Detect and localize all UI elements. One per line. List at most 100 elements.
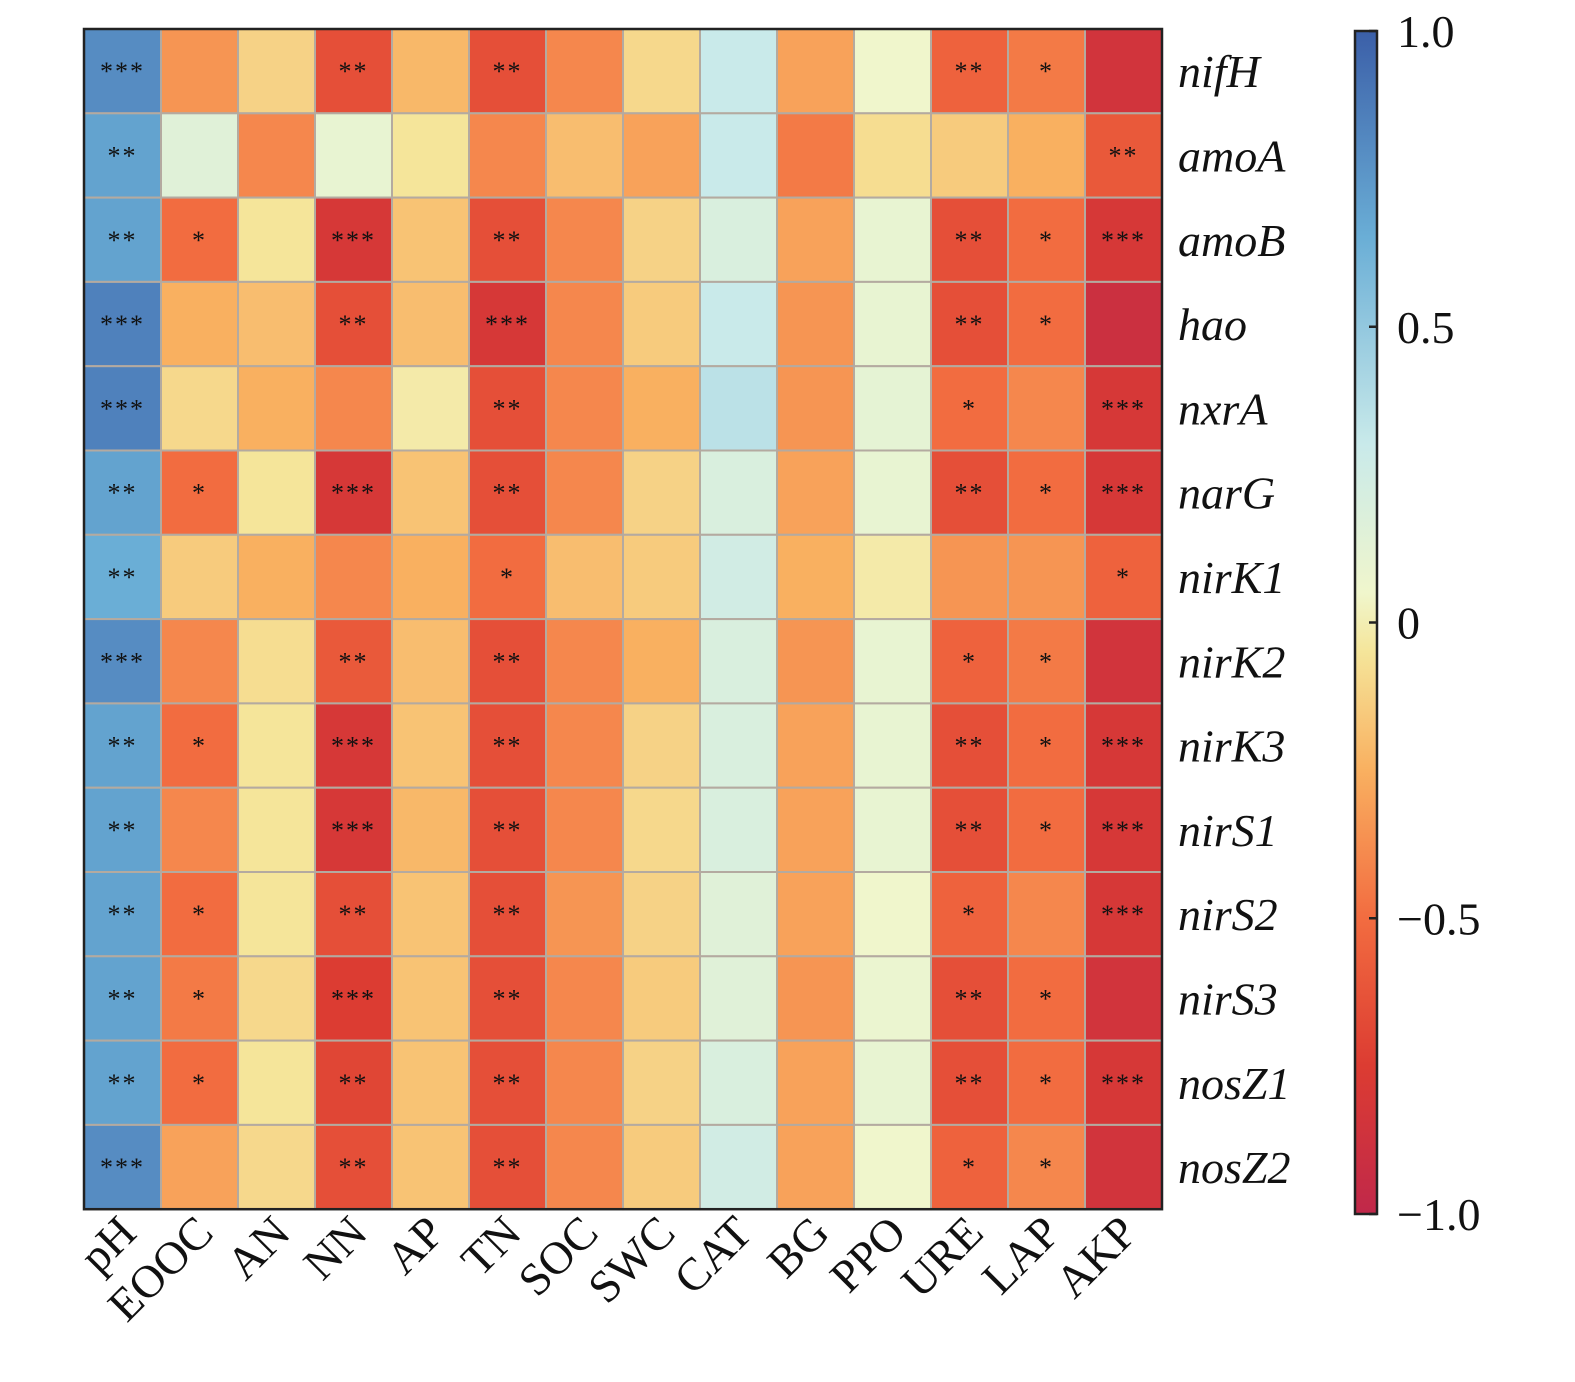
heatmap-cell-hao-URE	[930, 280, 1009, 368]
heatmap-cell-amoB-CAT	[699, 196, 778, 283]
significance-mark-hao-URE: **	[955, 310, 985, 339]
significance-mark-nirK2-LAP: *	[1039, 647, 1054, 676]
heatmap-cell-hao-LAP	[1007, 280, 1086, 368]
heatmap-cell-nxrA-CAT	[699, 365, 778, 452]
significance-mark-amoB-pH: **	[108, 226, 138, 255]
significance-mark-nirS3-pH: **	[108, 984, 138, 1013]
row-label-nxrA: nxrA	[1178, 383, 1268, 434]
heatmap-cell-narG-TN	[468, 449, 547, 536]
heatmap-cell-nifH-EOOC	[160, 28, 239, 115]
heatmap-cell-amoA-SWC	[622, 112, 701, 199]
heatmap-cell-nirK1-SWC	[622, 533, 701, 621]
row-label-nirS3: nirS3	[1178, 973, 1278, 1024]
heatmap-cell-narG-CAT	[699, 449, 778, 536]
heatmap-cell-nosZ1-pH	[83, 1039, 162, 1126]
heatmap-cell-nosZ2-EOOC	[160, 1123, 239, 1211]
significance-mark-nosZ2-TN: **	[493, 1153, 523, 1182]
heatmap-cell-amoA-CAT	[699, 112, 778, 199]
colorbar-tick-label: 0.5	[1397, 302, 1455, 353]
heatmap-cell-nirS3-AP	[391, 955, 470, 1042]
heatmap-cell-nirS1-AKP	[1084, 786, 1163, 874]
significance-mark-nxrA-pH: ***	[100, 394, 145, 423]
heatmap-cell-amoA-URE	[930, 112, 1009, 199]
heatmap-cell-narG-LAP	[1007, 449, 1086, 536]
significance-mark-nirS1-NN: ***	[331, 816, 376, 845]
heatmap-cell-nxrA-AP	[391, 365, 470, 452]
significance-mark-nirK2-URE: *	[962, 647, 977, 676]
significance-mark-nifH-URE: **	[955, 57, 985, 86]
significance-mark-nirK3-URE: **	[955, 732, 985, 761]
significance-mark-amoA-AKP: **	[1109, 141, 1139, 170]
significance-mark-nosZ1-NN: **	[339, 1069, 369, 1098]
heatmap-cell-nifH-PPO	[853, 28, 932, 115]
column-label-SWC: SWC	[578, 1206, 685, 1313]
significance-mark-nirK3-AKP: ***	[1101, 732, 1146, 761]
significance-mark-nirS3-LAP: *	[1039, 984, 1054, 1013]
heatmap-cell-nosZ1-URE	[930, 1039, 1009, 1126]
heatmap-cell-amoA-TN	[468, 112, 547, 199]
heatmap-cell-nosZ2-LAP	[1007, 1123, 1086, 1211]
heatmap-cell-nirK2-TN	[468, 618, 547, 705]
significance-mark-amoB-AKP: ***	[1101, 226, 1146, 255]
significance-mark-nirK3-pH: **	[108, 732, 138, 761]
heatmap-cell-nosZ1-AP	[391, 1039, 470, 1126]
column-label-NN: NN	[294, 1206, 377, 1289]
heatmap-cell-nxrA-NN	[314, 365, 393, 452]
significance-mark-amoB-LAP: *	[1039, 226, 1054, 255]
heatmap-cell-nirK1-LAP	[1007, 533, 1086, 621]
heatmap-cell-nirS1-CAT	[699, 786, 778, 874]
significance-mark-nirK2-pH: ***	[100, 647, 145, 676]
row-label-narG: narG	[1178, 468, 1275, 519]
heatmap-cell-nosZ2-SOC	[545, 1123, 624, 1211]
row-labels: nifH amoA amoB hao nxrA narG nirK1 nirK2 nirK3 ni…	[1178, 46, 1290, 1193]
heatmap-cell-amoB-BG	[776, 196, 855, 283]
heatmap-cell-nirS3-AKP	[1084, 955, 1163, 1042]
heatmap-cell-nirS1-TN	[468, 786, 547, 874]
heatmap-cell-nirS1-AP	[391, 786, 470, 874]
heatmap-cell-hao-EOOC	[160, 280, 239, 368]
row-label-nirK1: nirK1	[1178, 552, 1285, 603]
significance-mark-nxrA-TN: **	[493, 394, 523, 423]
column-label-PPO: PPO	[820, 1206, 916, 1302]
heatmap-cell-amoA-PPO	[853, 112, 932, 199]
significance-mark-amoB-URE: **	[955, 226, 985, 255]
significance-mark-amoA-pH: **	[108, 141, 138, 170]
heatmap-cell-nirK1-AP	[391, 533, 470, 621]
significance-mark-nxrA-AKP: ***	[1101, 394, 1146, 423]
significance-mark-nirS1-AKP: ***	[1101, 816, 1146, 845]
heatmap-cell-nirK2-EOOC	[160, 618, 239, 705]
heatmap-cell-nirS2-TN	[468, 871, 547, 958]
heatmap-cell-nosZ1-TN	[468, 1039, 547, 1126]
heatmap-cell-nirK3-CAT	[699, 702, 778, 789]
heatmap-cell-nirK2-AP	[391, 618, 470, 705]
heatmap-cell-nifH-SWC	[622, 28, 701, 115]
heatmap-cell-nirS3-BG	[776, 955, 855, 1042]
heatmap-cell-nosZ2-AKP	[1084, 1123, 1163, 1211]
heatmap-cell-amoB-AN	[237, 196, 316, 283]
column-label-LAP: LAP	[972, 1206, 1070, 1304]
heatmap-cell-nifH-CAT	[699, 28, 778, 115]
heatmap-cell-nosZ2-SWC	[622, 1123, 701, 1211]
significance-mark-hao-NN: **	[339, 310, 369, 339]
significance-mark-nirS2-pH: **	[108, 900, 138, 929]
heatmap-cell-nirK3-TN	[468, 702, 547, 789]
heatmap-cell-nirS1-AN	[237, 786, 316, 874]
significance-mark-nirS2-NN: **	[339, 900, 369, 929]
significance-mark-hao-pH: ***	[100, 310, 145, 339]
significance-mark-narG-URE: **	[955, 479, 985, 508]
significance-mark-nirK3-TN: **	[493, 732, 523, 761]
heatmap-cell-nirK1-pH	[83, 533, 162, 621]
heatmap-cell-narG-URE	[930, 449, 1009, 536]
significance-mark-nosZ1-LAP: *	[1039, 1069, 1054, 1098]
row-label-nirS2: nirS2	[1178, 889, 1278, 940]
significance-mark-nirK3-NN: ***	[331, 732, 376, 761]
heatmap-cell-nosZ1-CAT	[699, 1039, 778, 1126]
significance-mark-nirS1-pH: **	[108, 816, 138, 845]
heatmap-cell-nirK2-AKP	[1084, 618, 1163, 705]
heatmap-cell-nirS1-PPO	[853, 786, 932, 874]
heatmap-cell-nirS2-AN	[237, 871, 316, 958]
heatmap-cell-amoA-NN	[314, 112, 393, 199]
significance-mark-nirS1-LAP: *	[1039, 816, 1054, 845]
heatmap-cell-nosZ2-TN	[468, 1123, 547, 1211]
